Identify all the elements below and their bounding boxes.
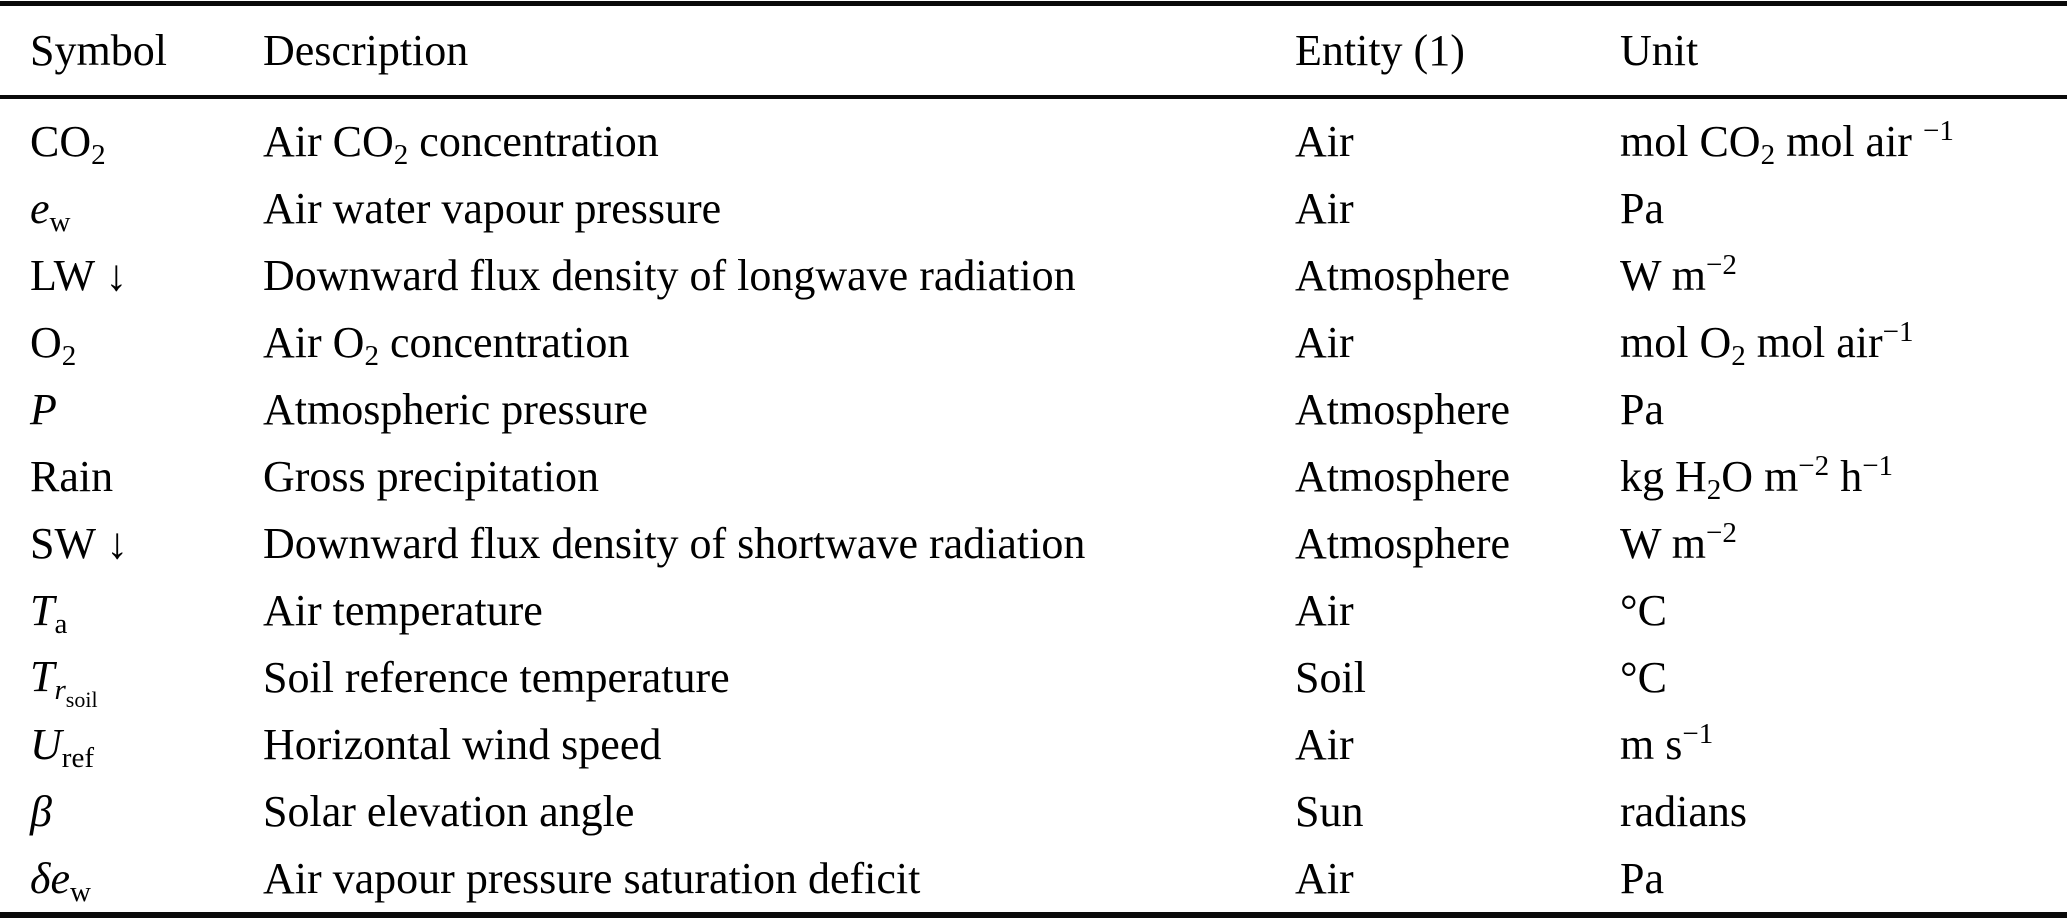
- cell-unit: mol CO2 mol air −1: [1620, 114, 1954, 171]
- cell-symbol: CO2: [30, 116, 106, 171]
- cell-unit: °C: [1620, 585, 1667, 635]
- table-body: CO2 Air CO2 concentration Air mol CO2 mol a…: [0, 99, 2067, 912]
- table-row: O2 Air O2 concentration Air mol O2 mol air−…: [0, 309, 2067, 376]
- cell-entity: Air: [1295, 585, 1354, 635]
- cell-symbol: O2: [30, 317, 77, 372]
- cell-description: Air vapour pressure saturation deficit: [263, 853, 921, 903]
- cell-description: Horizontal wind speed: [263, 719, 662, 769]
- cell-entity: Air: [1295, 116, 1354, 166]
- cell-symbol: SW ↓: [30, 518, 129, 568]
- cell-description: Air water vapour pressure: [263, 183, 722, 233]
- cell-unit: Pa: [1620, 183, 1664, 233]
- cell-unit: m s−1: [1620, 717, 1714, 769]
- cell-description: Air O2 concentration: [263, 317, 630, 372]
- cell-symbol: LW ↓: [30, 250, 128, 300]
- table-row: ew Air water vapour pressure Air Pa: [0, 175, 2067, 242]
- cell-entity: Air: [1295, 853, 1354, 903]
- table-row: δew Air vapour pressure saturation defici…: [0, 845, 2067, 912]
- cell-description: Soil reference temperature: [263, 652, 730, 702]
- cell-entity: Atmosphere: [1295, 384, 1511, 434]
- cell-unit: mol O2 mol air−1: [1620, 315, 1914, 372]
- cell-unit: W m−2: [1620, 248, 1737, 300]
- cell-unit: Pa: [1620, 853, 1664, 903]
- table-header-row: Symbol Description Entity (1) Unit: [0, 6, 2067, 95]
- cell-symbol: Uref: [30, 719, 95, 774]
- cell-symbol: P: [30, 384, 57, 434]
- cell-description: Air temperature: [263, 585, 543, 635]
- table-row: Ta Air temperature Air °C: [0, 577, 2067, 644]
- table-header-rule: [0, 95, 2067, 99]
- cell-entity: Atmosphere: [1295, 250, 1511, 300]
- cell-entity: Sun: [1295, 786, 1364, 836]
- table-top-rule: [0, 1, 2067, 6]
- table-row: Rain Gross precipitation Atmosphere kg H2O …: [0, 443, 2067, 510]
- cell-symbol: Rain: [30, 451, 114, 501]
- cell-entity: Air: [1295, 317, 1354, 367]
- table-row: SW ↓ Downward flux density of shortwave r…: [0, 510, 2067, 577]
- cell-symbol: Trsoil: [30, 652, 98, 712]
- cell-description: Atmospheric pressure: [263, 384, 648, 434]
- table-row: β Solar elevation angle Sun radians: [0, 778, 2067, 845]
- column-header-symbol: Symbol: [30, 25, 167, 75]
- cell-symbol: β: [30, 786, 52, 836]
- cell-entity: Air: [1295, 183, 1354, 233]
- cell-description: Downward flux density of shortwave radia…: [263, 518, 1086, 568]
- cell-unit: Pa: [1620, 384, 1664, 434]
- cell-unit: kg H2O m−2 h−1: [1620, 449, 1894, 506]
- cell-description: Solar elevation angle: [263, 786, 635, 836]
- cell-description: Air CO2 concentration: [263, 116, 659, 171]
- cell-entity: Atmosphere: [1295, 451, 1511, 501]
- cell-symbol: δew: [30, 853, 91, 908]
- cell-unit: radians: [1620, 786, 1748, 836]
- cell-entity: Soil: [1295, 652, 1366, 702]
- cell-unit: W m−2: [1620, 516, 1737, 568]
- column-header-unit: Unit: [1620, 25, 1699, 75]
- column-header-description: Description: [263, 25, 469, 75]
- table-row: P Atmospheric pressure Atmosphere Pa: [0, 376, 2067, 443]
- table-row: Trsoil Soil reference temperature Soil °C: [0, 644, 2067, 711]
- table-row: CO2 Air CO2 concentration Air mol CO2 mol a…: [0, 108, 2067, 175]
- cell-entity: Air: [1295, 719, 1354, 769]
- column-header-entity: Entity (1): [1295, 25, 1465, 75]
- cell-unit: °C: [1620, 652, 1667, 702]
- table-row: Uref Horizontal wind speed Air m s−1: [0, 711, 2067, 778]
- table-row: LW ↓ Downward flux density of longwave ra…: [0, 242, 2067, 309]
- cell-symbol: ew: [30, 183, 71, 238]
- cell-symbol: Ta: [30, 585, 68, 640]
- cell-description: Gross precipitation: [263, 451, 600, 501]
- cell-entity: Atmosphere: [1295, 518, 1511, 568]
- cell-description: Downward flux density of longwave radiat…: [263, 250, 1076, 300]
- table-bottom-rule: [0, 912, 2067, 918]
